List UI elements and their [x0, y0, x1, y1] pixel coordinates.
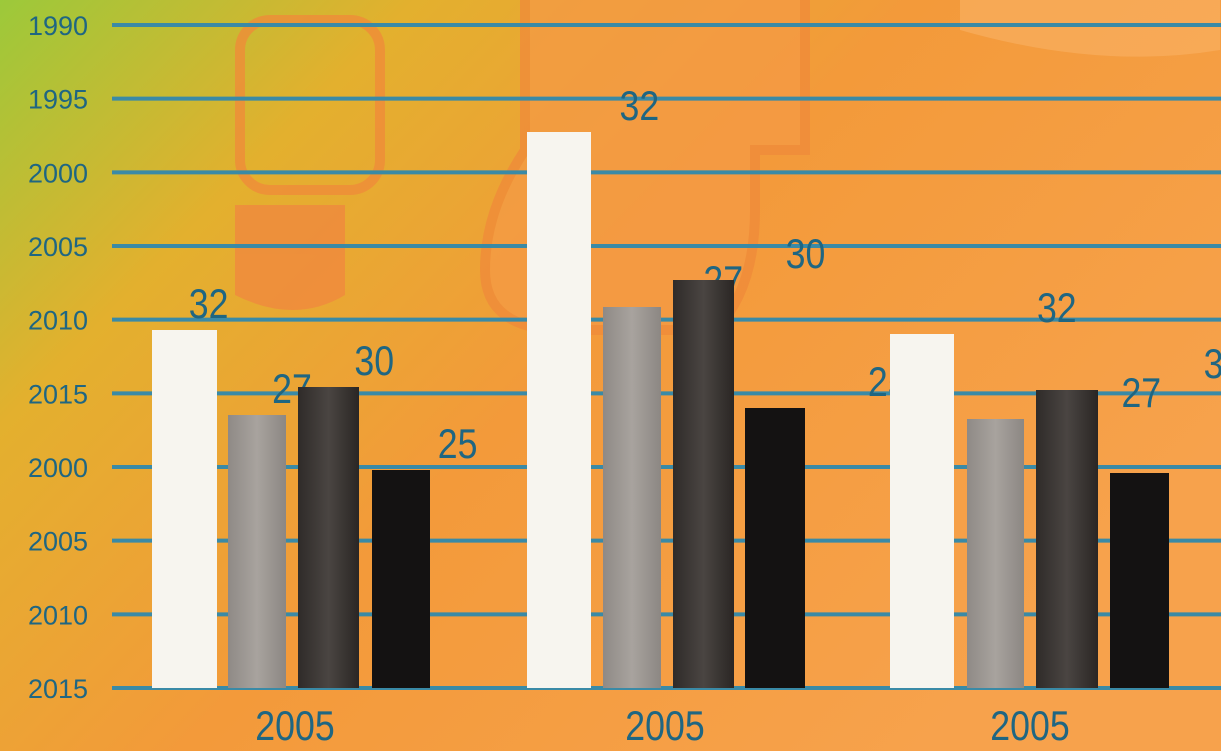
bar	[1110, 473, 1169, 688]
bar-label: 32	[619, 83, 659, 129]
group-label: 2005	[625, 703, 704, 749]
bar	[745, 408, 805, 688]
y-axis-label: 1990	[28, 11, 88, 41]
bar	[967, 419, 1024, 688]
bar-label: 25	[438, 421, 478, 467]
y-axis-label: 2010	[28, 600, 88, 630]
bar	[1036, 390, 1098, 688]
bar-label: 27	[1121, 370, 1161, 416]
group-label: 2005	[255, 703, 334, 749]
y-axis-label: 2015	[28, 674, 88, 704]
bar	[527, 132, 591, 688]
group-label: 2005	[990, 703, 1069, 749]
bar	[372, 470, 430, 688]
y-axis-label: 2000	[28, 453, 88, 483]
y-axis-label: 2015	[28, 379, 88, 409]
bar	[228, 415, 286, 688]
y-axis-label: 2000	[28, 158, 88, 188]
bar	[152, 330, 217, 688]
bar-label: 30	[1204, 341, 1221, 387]
bar	[298, 387, 359, 688]
bar-label: 30	[786, 231, 826, 277]
bar-label: 30	[354, 338, 394, 384]
bar	[673, 280, 734, 688]
bar	[890, 334, 954, 688]
bar-label: 32	[1037, 285, 1077, 331]
y-axis-label: 2005	[28, 232, 88, 262]
y-axis-label: 2005	[28, 527, 88, 557]
y-axis-label: 1995	[28, 85, 88, 115]
bar-label: 32	[189, 281, 229, 327]
y-axis-label: 2010	[28, 306, 88, 336]
bar	[603, 307, 661, 688]
